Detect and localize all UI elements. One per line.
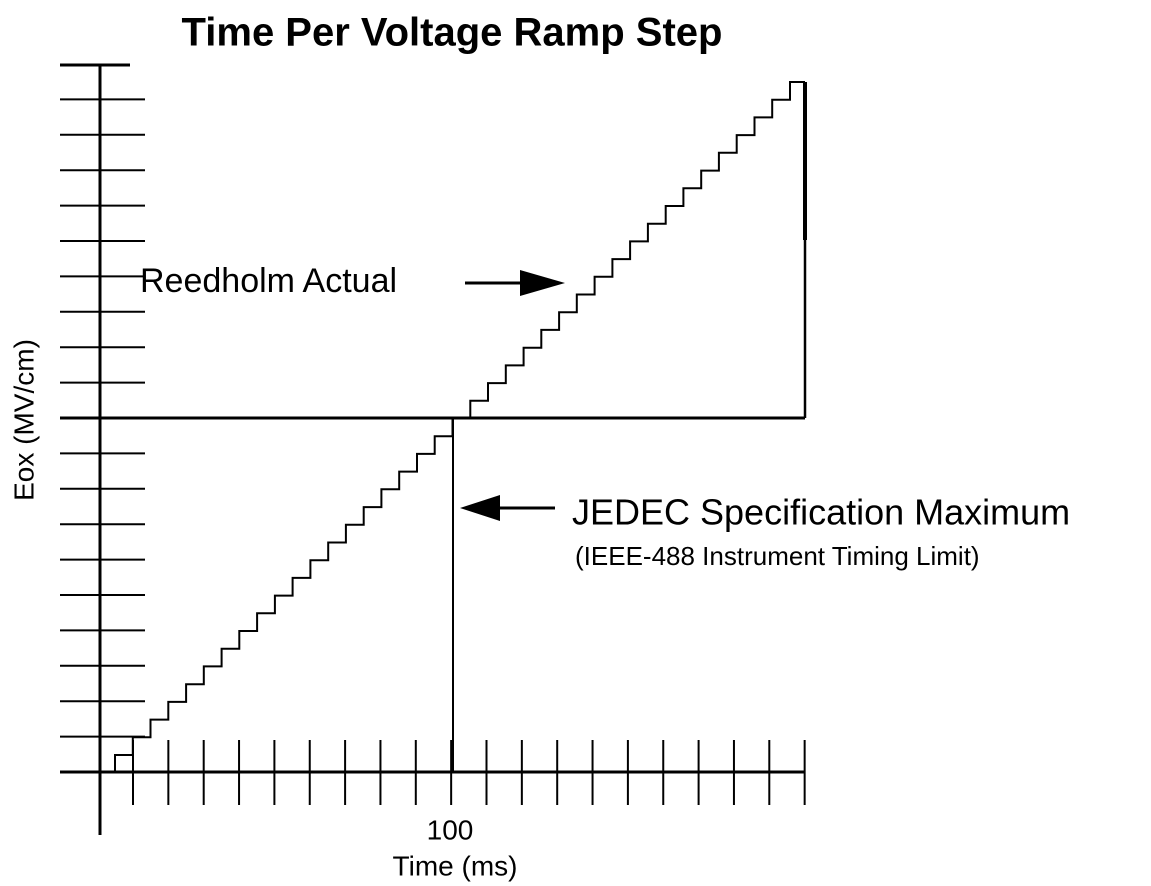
annotation: Reedholm Actual [140, 262, 397, 300]
annotation: (IEEE-488 Instrument Timing Limit) [575, 541, 980, 571]
staircase [114, 81, 805, 772]
title: Time Per Voltage Ramp Step [182, 11, 723, 55]
annotation: JEDEC Specification Maximum [572, 492, 1070, 533]
axes [60, 63, 807, 835]
y-axis-label: Eox (MV/cm) [8, 339, 39, 501]
x-tick-label: 100 [427, 814, 474, 845]
x-axis-label: Time (ms) [393, 850, 518, 881]
